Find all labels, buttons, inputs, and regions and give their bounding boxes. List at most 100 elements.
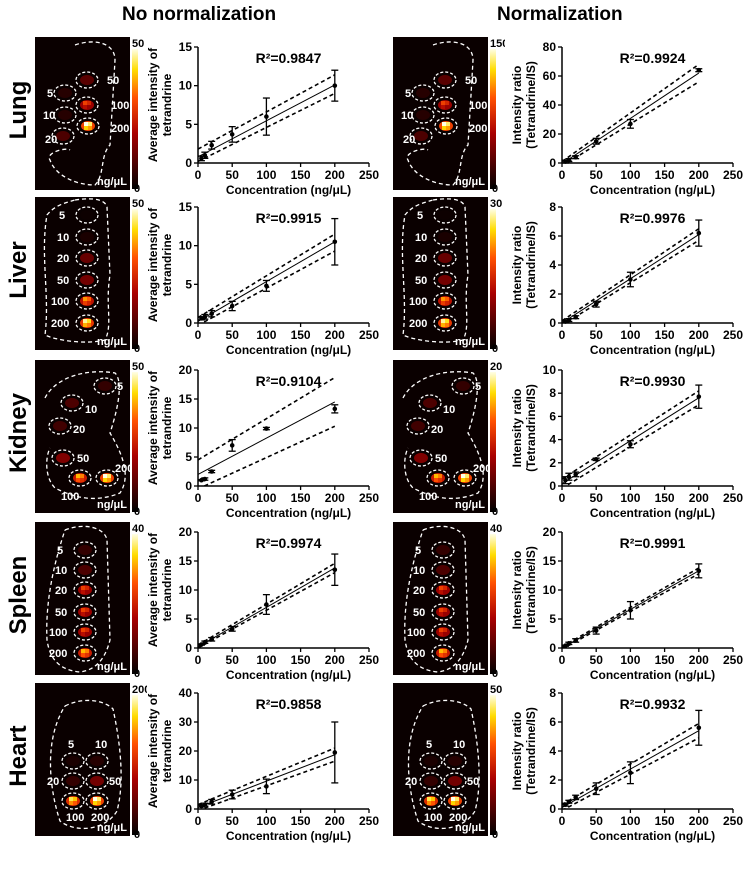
y-tick-label: 4 xyxy=(549,258,556,272)
hotspot-pixel xyxy=(465,478,469,482)
y-axis-label: Average intensity of xyxy=(146,370,160,485)
well-circle xyxy=(73,623,97,641)
hotspot xyxy=(80,275,94,285)
y-tick-label: 40 xyxy=(179,686,193,700)
y-tick-label: 80 xyxy=(543,40,557,54)
well-label: 20 xyxy=(405,776,417,788)
well-label: 10 xyxy=(413,565,425,577)
well-label: 200 xyxy=(409,318,427,330)
well-label: 50 xyxy=(413,607,425,619)
data-point xyxy=(628,121,633,127)
well-circle xyxy=(443,772,467,790)
well-circle xyxy=(419,792,443,810)
well-label: 100 xyxy=(424,812,442,824)
data-point xyxy=(566,157,572,163)
hotspot xyxy=(436,565,450,575)
hotspot-pixel xyxy=(441,101,445,105)
hotspot-pixel xyxy=(439,653,443,657)
title-no-normalization: No normalization xyxy=(122,4,277,25)
y-tick-label: 0 xyxy=(185,802,192,816)
unit-label: ng/μL xyxy=(97,176,127,188)
hotspot-pixel xyxy=(97,797,101,801)
hotspot-pixel xyxy=(84,126,88,130)
well-label: 100 xyxy=(419,491,437,503)
hotspot-pixel xyxy=(439,632,443,636)
data-point xyxy=(566,474,572,480)
hotspot-pixel xyxy=(445,301,449,305)
x-tick-label: 50 xyxy=(226,328,240,342)
hotspot xyxy=(438,210,452,220)
well-label: 50 xyxy=(435,453,447,465)
hotspot-pixel xyxy=(103,478,107,482)
well-label: 100 xyxy=(409,296,427,308)
well-label: 10 xyxy=(95,739,107,751)
hotspot xyxy=(66,756,80,766)
hotspot-pixel xyxy=(81,590,85,594)
hotspot xyxy=(58,88,72,98)
well-circle xyxy=(48,417,72,435)
hotspot-pixel xyxy=(445,101,449,105)
well-label: 20 xyxy=(45,134,57,146)
hotspot-pixel xyxy=(84,122,88,126)
organ-label-spleen: Spleen xyxy=(5,555,32,635)
hotspot-pixel xyxy=(461,474,465,478)
spleen-raw-heatmap: 5 10 20 50 100 200 ng/μL 40 0 xyxy=(35,522,144,678)
y-tick-label: 5 xyxy=(549,612,556,626)
colorbar-min-label: 0 xyxy=(492,343,498,353)
hotspot-pixel xyxy=(85,628,89,632)
well-circle xyxy=(406,417,430,435)
title-normalization: Normalization xyxy=(497,4,623,25)
hotspot xyxy=(456,381,470,391)
colorbar-min-label: 0 xyxy=(134,506,140,516)
x-tick-label: 0 xyxy=(559,814,566,828)
x-tick-label: 0 xyxy=(195,328,202,342)
colorbar-min-label: 0 xyxy=(134,343,140,353)
unit-label: ng/μL xyxy=(455,499,485,511)
data-point xyxy=(209,142,214,148)
hotspot xyxy=(416,88,430,98)
well-circle xyxy=(451,377,475,395)
hotspot-pixel xyxy=(69,801,73,805)
hotspot-pixel xyxy=(439,590,443,594)
r-squared-label: R²=0.9847 xyxy=(256,50,322,66)
x-tick-label: 100 xyxy=(620,168,640,182)
x-tick-label: 0 xyxy=(195,491,202,505)
y-tick-label: 8 xyxy=(549,386,556,400)
y-tick-label: 0 xyxy=(549,802,556,816)
y-axis-label: tetrandrine xyxy=(160,719,174,782)
well-label: 20 xyxy=(47,776,59,788)
y-tick-label: 0 xyxy=(185,641,192,655)
y-tick-label: 0 xyxy=(185,316,192,330)
well-circle xyxy=(76,117,100,135)
well-label: 50 xyxy=(467,776,479,788)
y-tick-label: 15 xyxy=(179,40,193,54)
hotspot xyxy=(65,398,79,408)
organ-outline xyxy=(402,371,484,500)
data-point xyxy=(573,154,578,160)
data-point xyxy=(696,230,702,236)
hotspot-pixel xyxy=(80,474,84,478)
hotspot xyxy=(414,453,428,463)
colorbar-min-label: 0 xyxy=(134,183,140,193)
well-circle xyxy=(431,561,455,579)
x-tick-label: 100 xyxy=(256,653,276,667)
image-background xyxy=(35,37,130,190)
x-axis-label: Concentration (ng/μL) xyxy=(590,668,715,682)
y-axis-label: (Tetrandrine/IS) xyxy=(524,221,538,309)
colorbar-max-label: 30 xyxy=(490,198,502,210)
hotspot-pixel xyxy=(93,801,97,805)
y-axis-label: tetrandrine xyxy=(160,558,174,621)
well-label: 5 xyxy=(415,545,421,557)
y-tick-label: 15 xyxy=(179,392,193,406)
hotspot-pixel xyxy=(76,474,80,478)
organ-label-lung: Lung xyxy=(5,80,32,140)
hotspot-pixel xyxy=(439,586,443,590)
well-circle xyxy=(75,271,99,289)
well-circle xyxy=(411,106,435,124)
y-tick-label: 2 xyxy=(549,456,556,470)
hotspot-pixel xyxy=(87,105,91,109)
hotspot xyxy=(423,398,437,408)
hotspot xyxy=(448,776,462,786)
y-axis-label: Intensity ratio xyxy=(510,226,524,305)
